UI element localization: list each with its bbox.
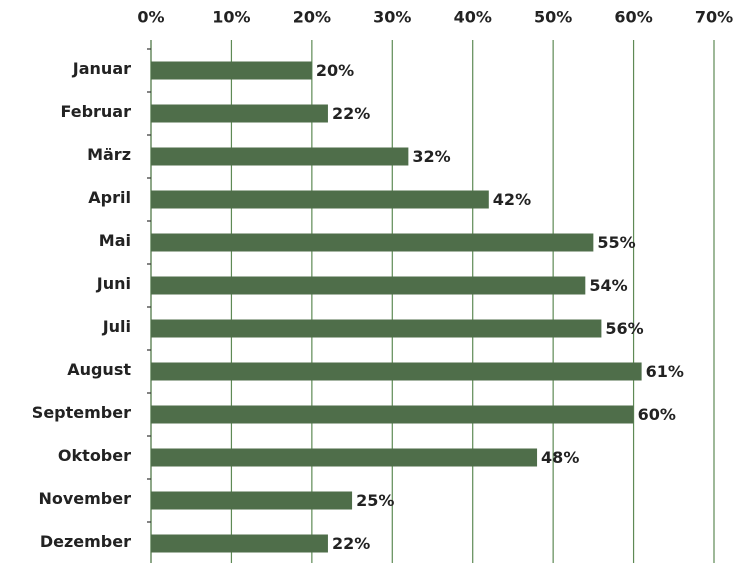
bar <box>151 362 642 381</box>
y-tick-label: August <box>67 360 131 379</box>
y-tick-label: März <box>87 145 131 164</box>
bar <box>151 276 586 295</box>
data-label: 42% <box>493 190 531 209</box>
x-tick-label: 50% <box>534 8 572 27</box>
bar <box>151 147 409 166</box>
bar <box>151 534 328 553</box>
x-tick-label: 10% <box>212 8 250 27</box>
y-tick-label: Februar <box>60 102 131 121</box>
x-tick-label: 40% <box>454 8 492 27</box>
data-label: 32% <box>412 147 450 166</box>
x-tick-label: 20% <box>293 8 331 27</box>
data-label: 25% <box>356 491 394 510</box>
bar <box>151 61 312 80</box>
y-tick-label: Juni <box>96 274 131 293</box>
y-tick-label: April <box>88 188 131 207</box>
data-label: 22% <box>332 534 370 553</box>
data-label: 22% <box>332 104 370 123</box>
y-tick-label: Januar <box>72 59 131 78</box>
bar <box>151 491 353 510</box>
y-tick-label: September <box>32 403 131 422</box>
bar <box>151 190 489 209</box>
y-tick-label: Dezember <box>40 532 131 551</box>
x-tick-label: 60% <box>614 8 652 27</box>
y-tick-label: Mai <box>99 231 131 250</box>
bar <box>151 448 538 467</box>
y-tick-label: Oktober <box>58 446 131 465</box>
data-label: 20% <box>316 61 354 80</box>
data-label: 60% <box>638 405 676 424</box>
data-label: 55% <box>597 233 635 252</box>
bar <box>151 319 602 338</box>
data-label: 61% <box>646 362 684 381</box>
data-label: 56% <box>605 319 643 338</box>
x-tick-label: 30% <box>373 8 411 27</box>
data-label: 48% <box>541 448 579 467</box>
x-tick-label: 70% <box>695 8 733 27</box>
bar <box>151 104 328 123</box>
x-tick-label: 0% <box>137 8 164 27</box>
y-tick-label: November <box>38 489 131 508</box>
data-label: 54% <box>589 276 627 295</box>
y-tick-label: Juli <box>102 317 131 336</box>
bar <box>151 233 594 252</box>
bar <box>151 405 634 424</box>
